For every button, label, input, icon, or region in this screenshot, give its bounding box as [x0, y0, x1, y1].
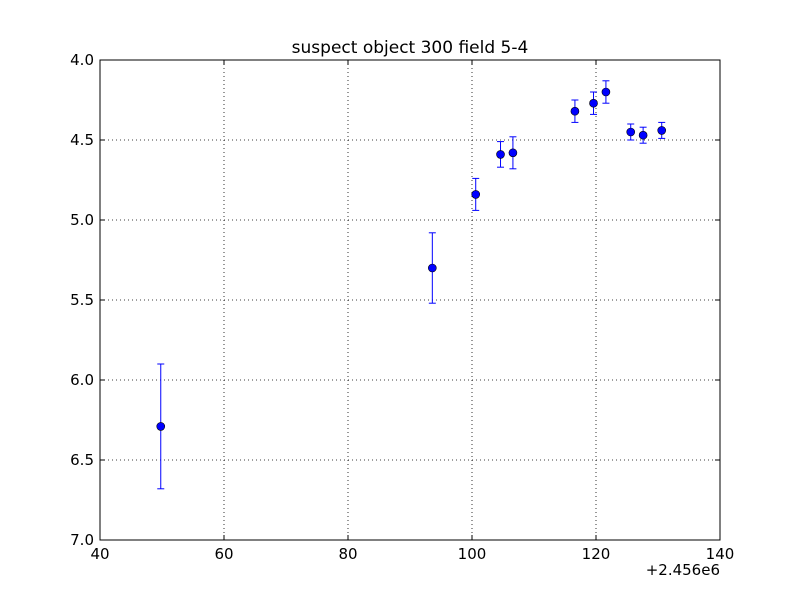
x-tick-label: 120	[582, 545, 611, 563]
data-point	[508, 148, 518, 158]
x-tick-label: 140	[706, 545, 735, 563]
data-point	[570, 106, 580, 116]
x-tick-label: 100	[458, 545, 487, 563]
data-series	[156, 80, 667, 490]
data-point	[471, 190, 481, 199]
y-tick-label: 6.0	[70, 371, 94, 389]
data-point	[496, 150, 505, 159]
x-tick-label: 40	[90, 545, 109, 563]
data-point	[589, 98, 598, 108]
data-point	[156, 422, 166, 431]
y-tick-label: 4.5	[70, 131, 94, 149]
y-tick-label: 5.5	[70, 291, 94, 309]
y-tick-label: 7.0	[70, 531, 94, 549]
y-tick-label: 6.5	[70, 451, 94, 469]
y-tick-label: 5.0	[70, 211, 94, 229]
chart-title: suspect object 300 field 5-4	[292, 38, 529, 58]
axes: 40 60 80 100 120 140 4.0 4.5 5.0 5.5 6.0 6.5 7.0	[70, 51, 734, 563]
grid-lines	[100, 60, 720, 540]
data-point	[428, 263, 437, 273]
y-tick-label: 4.0	[70, 51, 94, 69]
data-point	[601, 87, 611, 97]
x-tick-label: 80	[338, 545, 357, 563]
x-axis-offset-label: +2.456e6	[646, 561, 720, 579]
data-point	[657, 126, 667, 135]
x-tick-label: 60	[214, 545, 233, 563]
data-point	[638, 130, 648, 140]
data-point	[626, 127, 636, 137]
